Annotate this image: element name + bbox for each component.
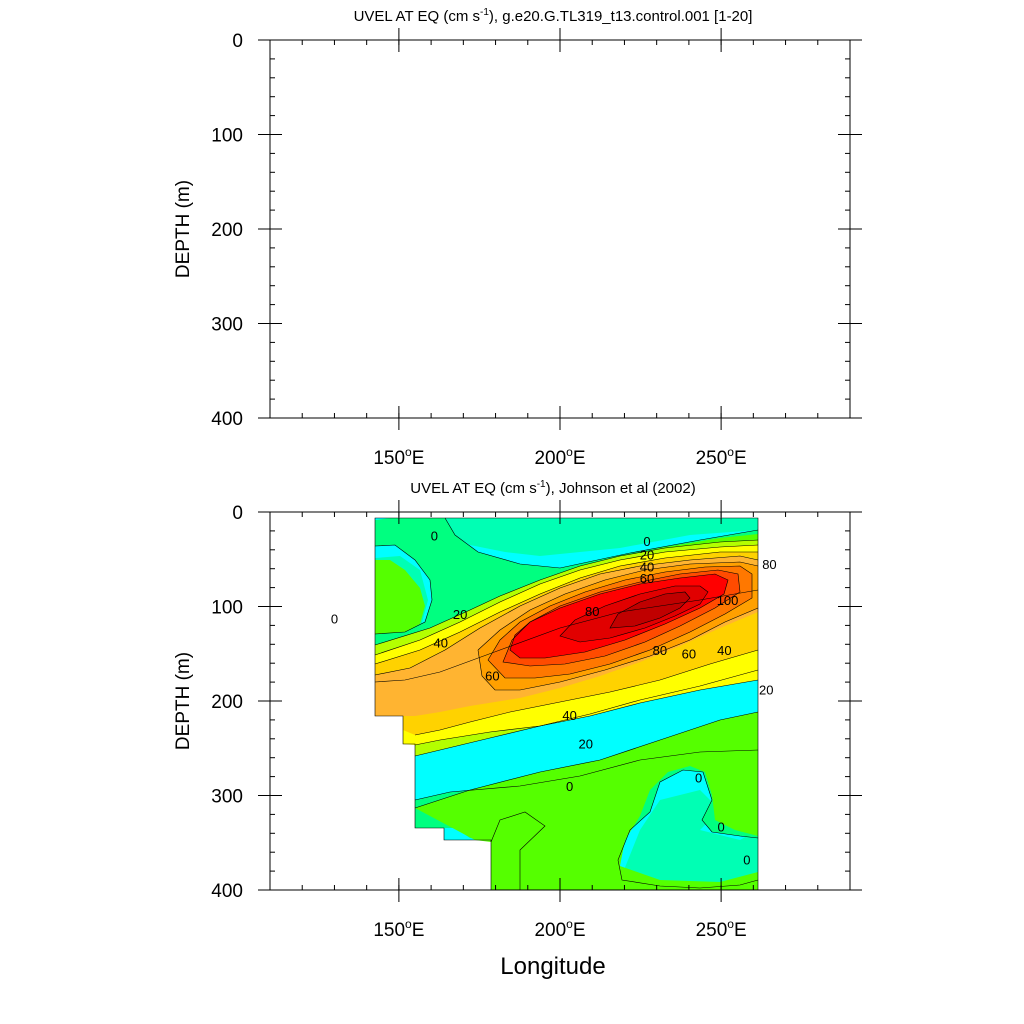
- panel-2-title: UVEL AT EQ (cm s-1), Johnson et al (2002…: [410, 479, 695, 497]
- panel-1-y-tick-labels: 0 100 200 300 400: [211, 31, 243, 430]
- contour-label: 0: [566, 779, 573, 794]
- contour-label: 80: [762, 557, 776, 572]
- svg-text:40: 40: [717, 643, 731, 658]
- panel-1-plot-frame: [269, 39, 851, 419]
- y-tick-label: 400: [211, 881, 243, 902]
- y-tick-label: 0: [232, 503, 243, 524]
- contour-label: 0: [743, 853, 750, 868]
- contour-label: 0: [717, 820, 724, 835]
- contour-label: 20: [453, 607, 467, 622]
- svg-text:60: 60: [682, 647, 696, 662]
- panel-2-filled-contours: [374, 517, 759, 890]
- svg-text:40: 40: [562, 708, 576, 723]
- x-axis-label: Longitude: [500, 953, 605, 980]
- x-tick-label: 200oE: [534, 917, 585, 941]
- svg-text:0: 0: [331, 612, 338, 627]
- y-tick-label: 0: [232, 31, 243, 52]
- svg-text:100: 100: [717, 593, 739, 608]
- contour-label: 80: [585, 604, 599, 619]
- y-tick-label: 200: [211, 220, 243, 241]
- panel-2-ticks: [258, 500, 862, 902]
- y-tick-label: 300: [211, 315, 243, 336]
- y-tick-label: 300: [211, 787, 243, 808]
- svg-text:0: 0: [717, 820, 724, 835]
- contour-label: 60: [485, 668, 499, 683]
- contour-label: 40: [640, 560, 654, 575]
- svg-text:80: 80: [653, 643, 667, 658]
- x-tick-label: 150oE: [373, 917, 424, 941]
- contour-label: 0: [431, 529, 438, 544]
- x-tick-label: 200oE: [534, 445, 585, 469]
- panel-1-y-axis-label: DEPTH (m): [173, 180, 194, 278]
- panel-2: UVEL AT EQ (cm s-1), Johnson et al (2002…: [173, 479, 862, 980]
- contour-band-neg10-top: [440, 518, 758, 556]
- svg-text:0: 0: [743, 853, 750, 868]
- contour-band-10-deep: [415, 712, 758, 890]
- svg-text:20: 20: [579, 736, 593, 751]
- contour-label: 20: [759, 683, 773, 698]
- svg-text:0: 0: [566, 779, 573, 794]
- contour-label: 60: [682, 647, 696, 662]
- contour-label: 40: [717, 643, 731, 658]
- svg-text:40: 40: [640, 560, 654, 575]
- x-tick-label: 150oE: [373, 445, 424, 469]
- contour-label: 40: [434, 635, 448, 650]
- contour-label: 40: [562, 708, 576, 723]
- svg-text:80: 80: [762, 557, 776, 572]
- contour-label: 20: [640, 547, 654, 562]
- y-tick-label: 200: [211, 692, 243, 713]
- panel-2-x-tick-labels: 150oE 200oE 250oE: [373, 917, 746, 941]
- contour-label: 60: [640, 571, 654, 586]
- contour-band-neg10: [491, 790, 758, 890]
- contour-label: 0: [695, 770, 702, 785]
- x-tick-label: 250oE: [696, 917, 747, 941]
- svg-text:60: 60: [485, 668, 499, 683]
- svg-text:20: 20: [453, 607, 467, 622]
- svg-text:20: 20: [759, 683, 773, 698]
- svg-text:60: 60: [640, 571, 654, 586]
- svg-text:0: 0: [431, 529, 438, 544]
- y-tick-label: 400: [211, 409, 243, 430]
- panel-1-ticks: [258, 28, 862, 430]
- contour-label: 0: [643, 534, 650, 549]
- svg-text:0: 0: [695, 770, 702, 785]
- contour-label: 100: [717, 593, 739, 608]
- panel-1-title: UVEL AT EQ (cm s-1), g.e20.G.TL319_t13.c…: [354, 7, 753, 25]
- contour-lines: [374, 517, 759, 890]
- svg-text:0: 0: [643, 534, 650, 549]
- svg-text:80: 80: [585, 604, 599, 619]
- contour-label: 20: [579, 736, 593, 751]
- contour-label: 0: [331, 612, 338, 627]
- panel-2-y-tick-labels: 0 100 200 300 400: [211, 503, 243, 902]
- svg-text:20: 20: [640, 547, 654, 562]
- svg-text:40: 40: [434, 635, 448, 650]
- y-tick-label: 100: [211, 126, 243, 147]
- y-tick-label: 100: [211, 598, 243, 619]
- contour-band-110: [610, 592, 690, 628]
- panel-1: UVEL AT EQ (cm s-1), g.e20.G.TL319_t13.c…: [173, 7, 862, 469]
- x-tick-label: 250oE: [696, 445, 747, 469]
- panel-1-x-tick-labels: 150oE 200oE 250oE: [373, 445, 746, 469]
- contour-label: 80: [653, 643, 667, 658]
- panel-2-y-axis-label: DEPTH (m): [173, 652, 194, 750]
